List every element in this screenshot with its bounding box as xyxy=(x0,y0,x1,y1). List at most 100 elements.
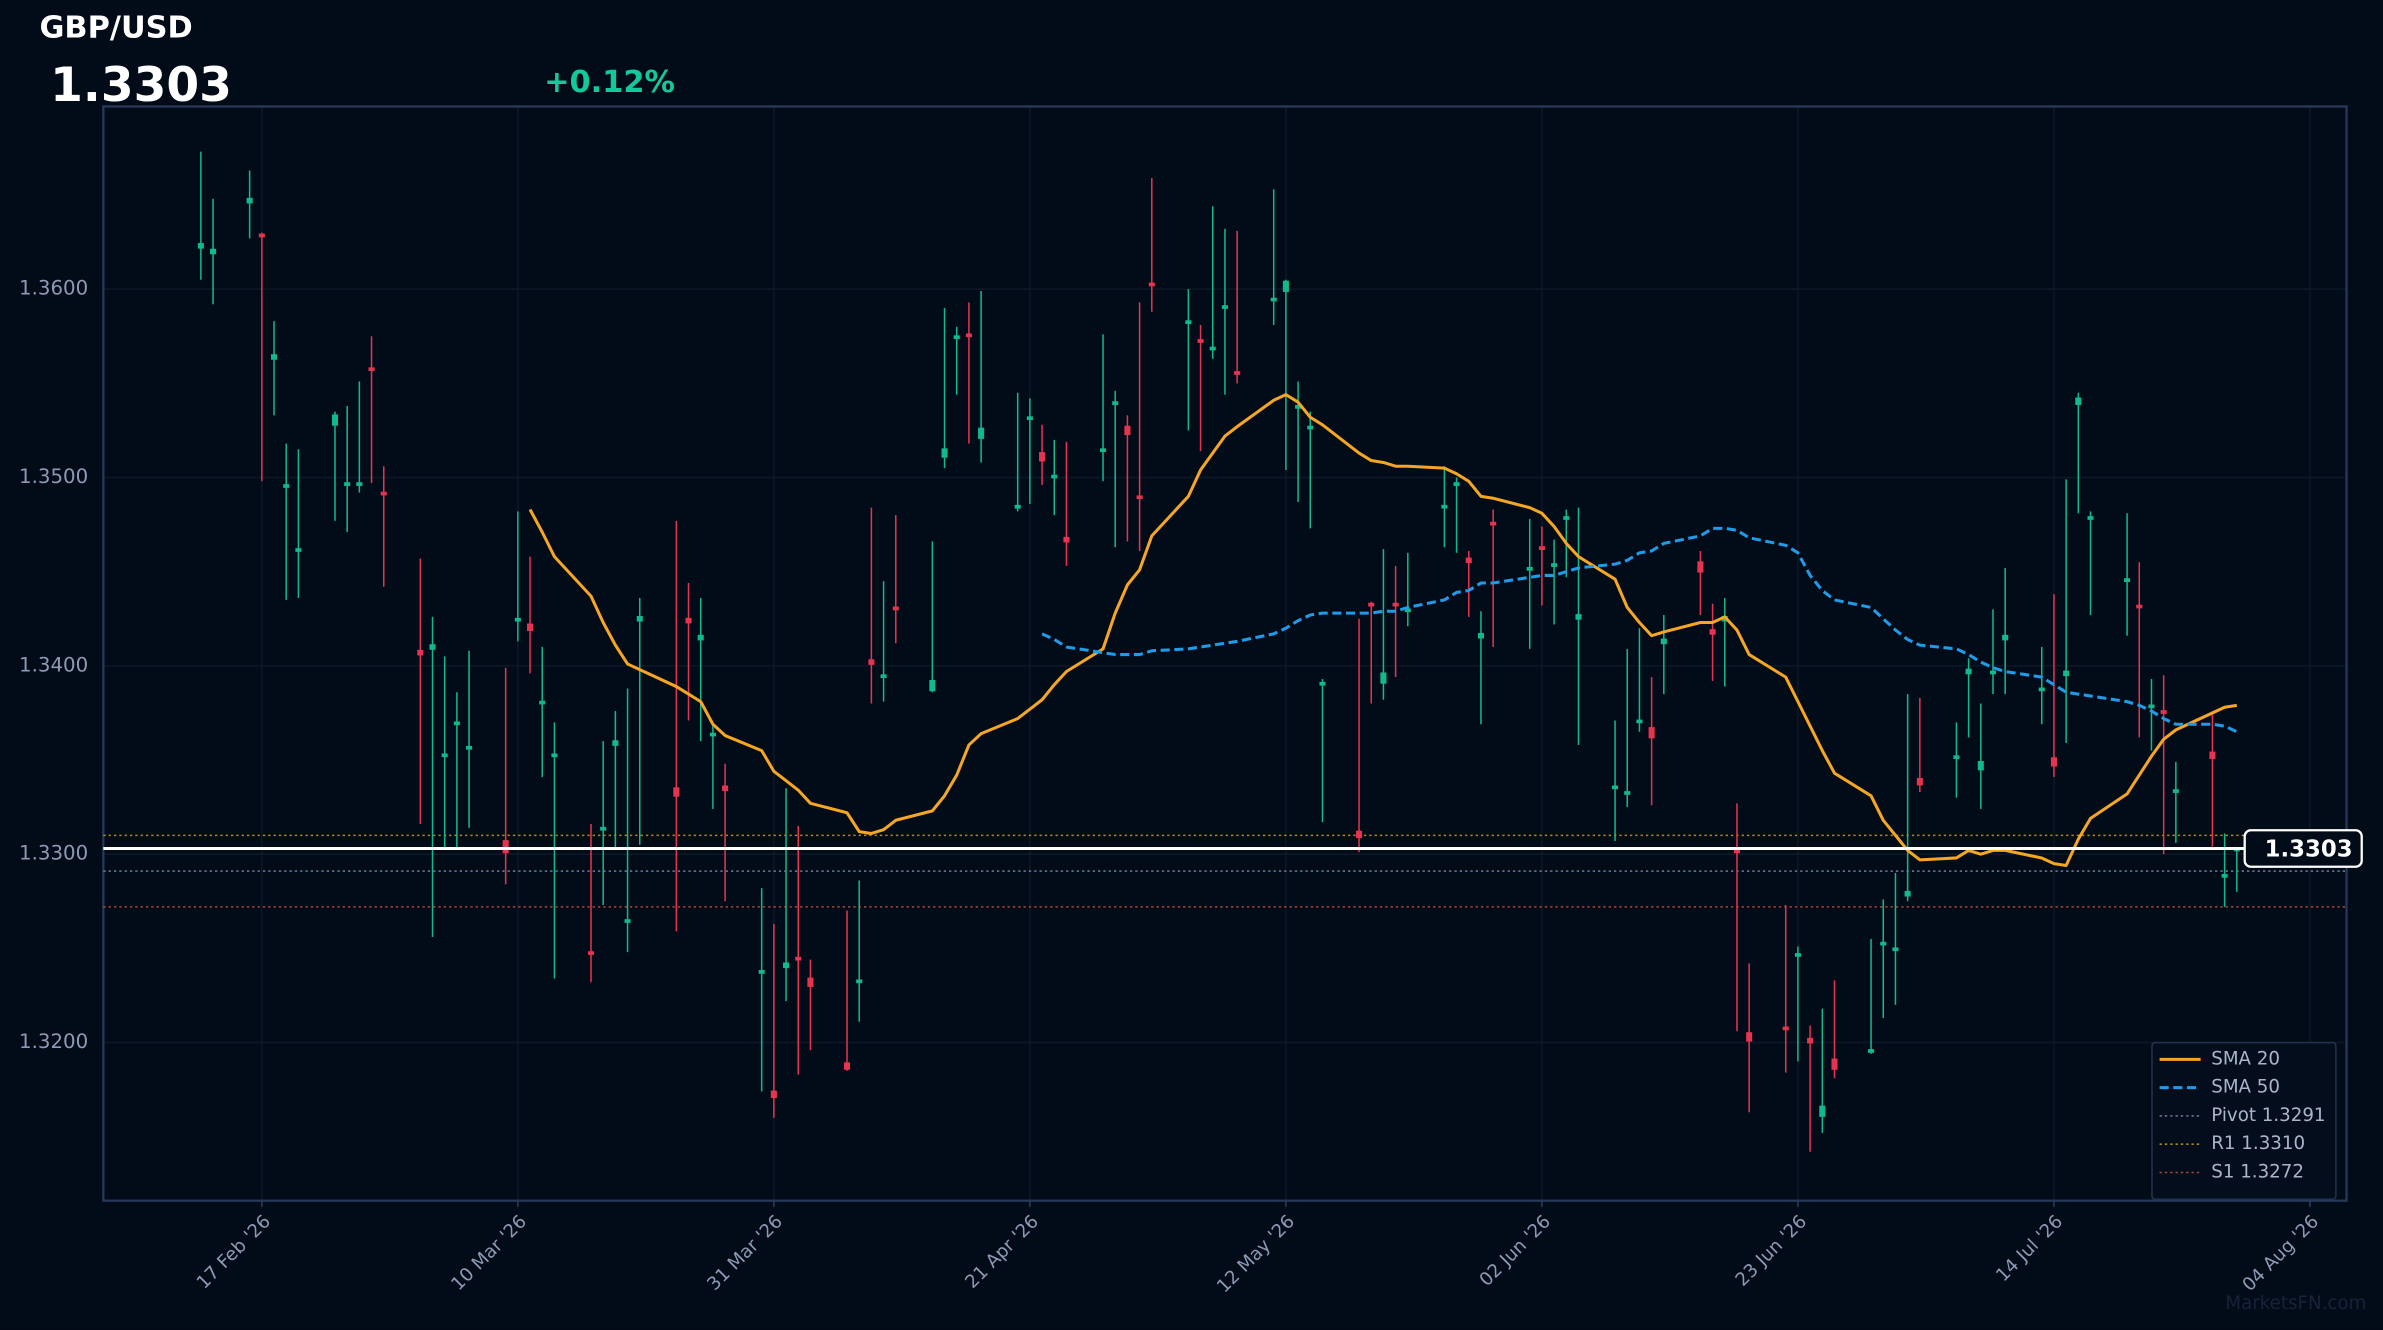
candle-body xyxy=(1039,452,1046,462)
candle-body xyxy=(1221,305,1228,309)
candle-body xyxy=(1404,608,1411,613)
candle-body xyxy=(2136,604,2143,609)
candle-body xyxy=(1307,425,1314,430)
candle-body xyxy=(502,840,509,854)
candle-body xyxy=(1538,546,1545,550)
candle-body xyxy=(514,617,521,622)
candle-body xyxy=(587,951,595,955)
candle-body xyxy=(1282,280,1289,292)
candle-body xyxy=(709,732,716,737)
candle-body xyxy=(539,700,546,705)
candle-body xyxy=(1051,474,1058,479)
candle-body xyxy=(197,243,204,249)
candle-body xyxy=(2038,687,2045,692)
last-price: 1.3303 xyxy=(50,58,232,113)
candle-body xyxy=(1989,670,1997,675)
y-tick-label: 1.3400 xyxy=(19,653,88,676)
candle-body xyxy=(551,753,558,758)
candle-body xyxy=(441,753,448,758)
candle-body xyxy=(1636,719,1643,724)
candle-body xyxy=(1319,681,1326,686)
candle-body xyxy=(868,659,875,665)
candle-body xyxy=(1453,482,1460,486)
candle-body xyxy=(953,335,960,340)
candle-body xyxy=(685,617,692,624)
candle-body xyxy=(2172,789,2179,793)
candle-body xyxy=(1526,566,1533,571)
candle-body xyxy=(1112,401,1119,405)
candle-body xyxy=(1660,638,1667,645)
candle-body xyxy=(612,740,619,746)
candle-body xyxy=(636,615,643,622)
candle-body xyxy=(965,333,972,338)
candle-body xyxy=(417,649,424,656)
candle-body xyxy=(1295,405,1302,409)
candle-body xyxy=(258,233,265,238)
y-tick-label: 1.3600 xyxy=(19,277,88,300)
candle-body xyxy=(1234,371,1241,375)
candle-body xyxy=(795,956,802,961)
candle-body xyxy=(1794,953,1801,957)
price-change: +0.12% xyxy=(544,65,675,100)
candle-body xyxy=(2124,578,2131,583)
candle-body xyxy=(1563,516,1570,520)
candle-body xyxy=(356,482,363,486)
legend-label: R1 1.3310 xyxy=(2211,1133,2305,1154)
candle-body xyxy=(856,979,863,984)
candle-body xyxy=(1355,830,1363,839)
candle-body xyxy=(758,970,765,974)
candle-body xyxy=(1209,346,1216,351)
candle-body xyxy=(1477,632,1484,639)
plot-frame xyxy=(102,105,2348,1202)
y-tick-label: 1.3300 xyxy=(19,842,88,865)
candle-body xyxy=(880,674,887,679)
candle-body xyxy=(368,367,375,372)
candle-body xyxy=(1063,536,1070,543)
candle-body xyxy=(624,919,631,923)
candle-body xyxy=(283,484,290,488)
candle-body xyxy=(1136,495,1143,500)
candle-body xyxy=(1148,282,1155,287)
candle-body xyxy=(1624,791,1631,795)
candle-body xyxy=(722,785,729,792)
candle-body xyxy=(466,745,473,750)
candle-body xyxy=(1197,339,1204,343)
candle-body xyxy=(1465,557,1472,564)
candle-body xyxy=(843,1062,851,1070)
candle-body xyxy=(1880,941,1887,946)
legend-label: S1 1.3272 xyxy=(2211,1161,2304,1182)
candle-body xyxy=(1746,1032,1753,1042)
candle-body xyxy=(892,606,899,611)
candle-body xyxy=(2148,704,2155,709)
candle-body xyxy=(1612,785,1619,790)
candle-body xyxy=(1026,416,1033,421)
candle-body xyxy=(1904,890,1911,897)
candle-body xyxy=(941,448,948,458)
candle-body xyxy=(429,644,436,650)
y-tick-label: 1.3500 xyxy=(19,465,88,488)
candle-body xyxy=(1831,1058,1838,1070)
candle-body xyxy=(2075,397,2082,405)
candle-body xyxy=(807,977,814,987)
candle-body xyxy=(1014,504,1021,509)
candle-body xyxy=(783,962,790,969)
candle-body xyxy=(1368,602,1375,607)
candle-body xyxy=(270,354,278,360)
watermark: MarketsFN.com xyxy=(2225,1293,2366,1314)
candle-body xyxy=(2002,634,2009,641)
candle-body xyxy=(1648,727,1655,739)
candle-body xyxy=(1953,755,1960,760)
legend-box xyxy=(2151,1041,2337,1200)
candle-body xyxy=(210,248,217,255)
candle-body xyxy=(600,826,607,831)
candle-body xyxy=(1916,777,1923,786)
candle-body xyxy=(1185,320,1192,324)
candle-body xyxy=(1868,1049,1875,1053)
candle-body xyxy=(1575,614,1582,620)
candle-body xyxy=(1965,668,1972,675)
candle-body xyxy=(2221,873,2228,878)
candle-body xyxy=(1551,563,1558,567)
